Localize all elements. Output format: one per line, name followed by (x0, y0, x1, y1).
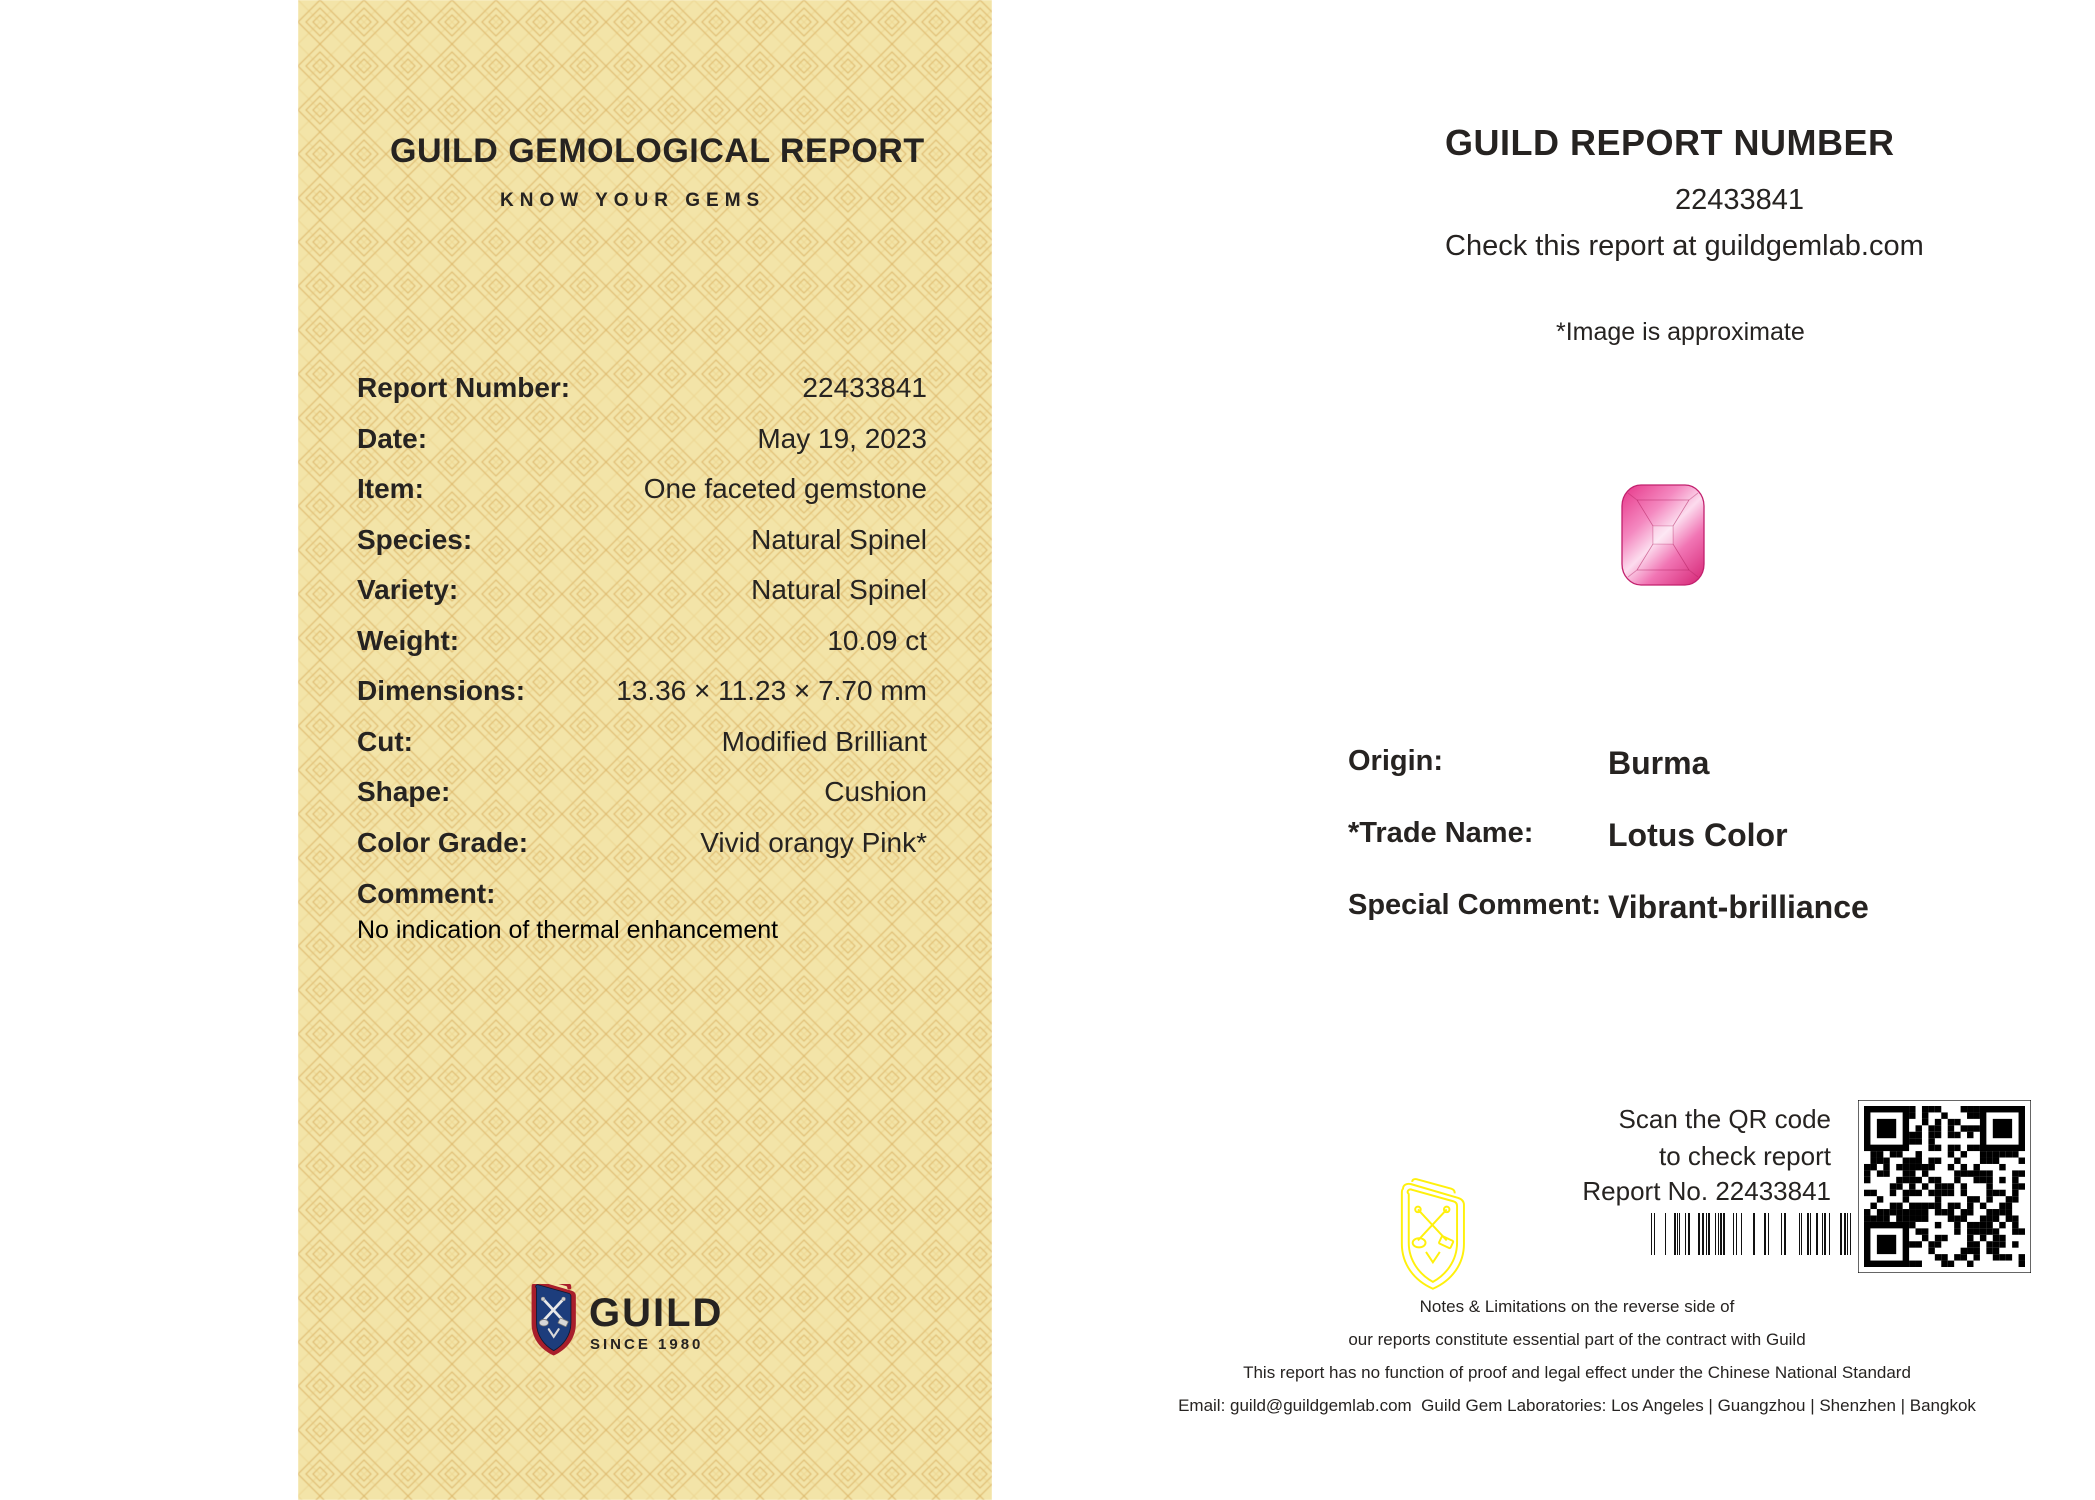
svg-text:GUILD: GUILD (589, 1291, 723, 1335)
svg-text:SINCE 1980: SINCE 1980 (590, 1336, 703, 1353)
